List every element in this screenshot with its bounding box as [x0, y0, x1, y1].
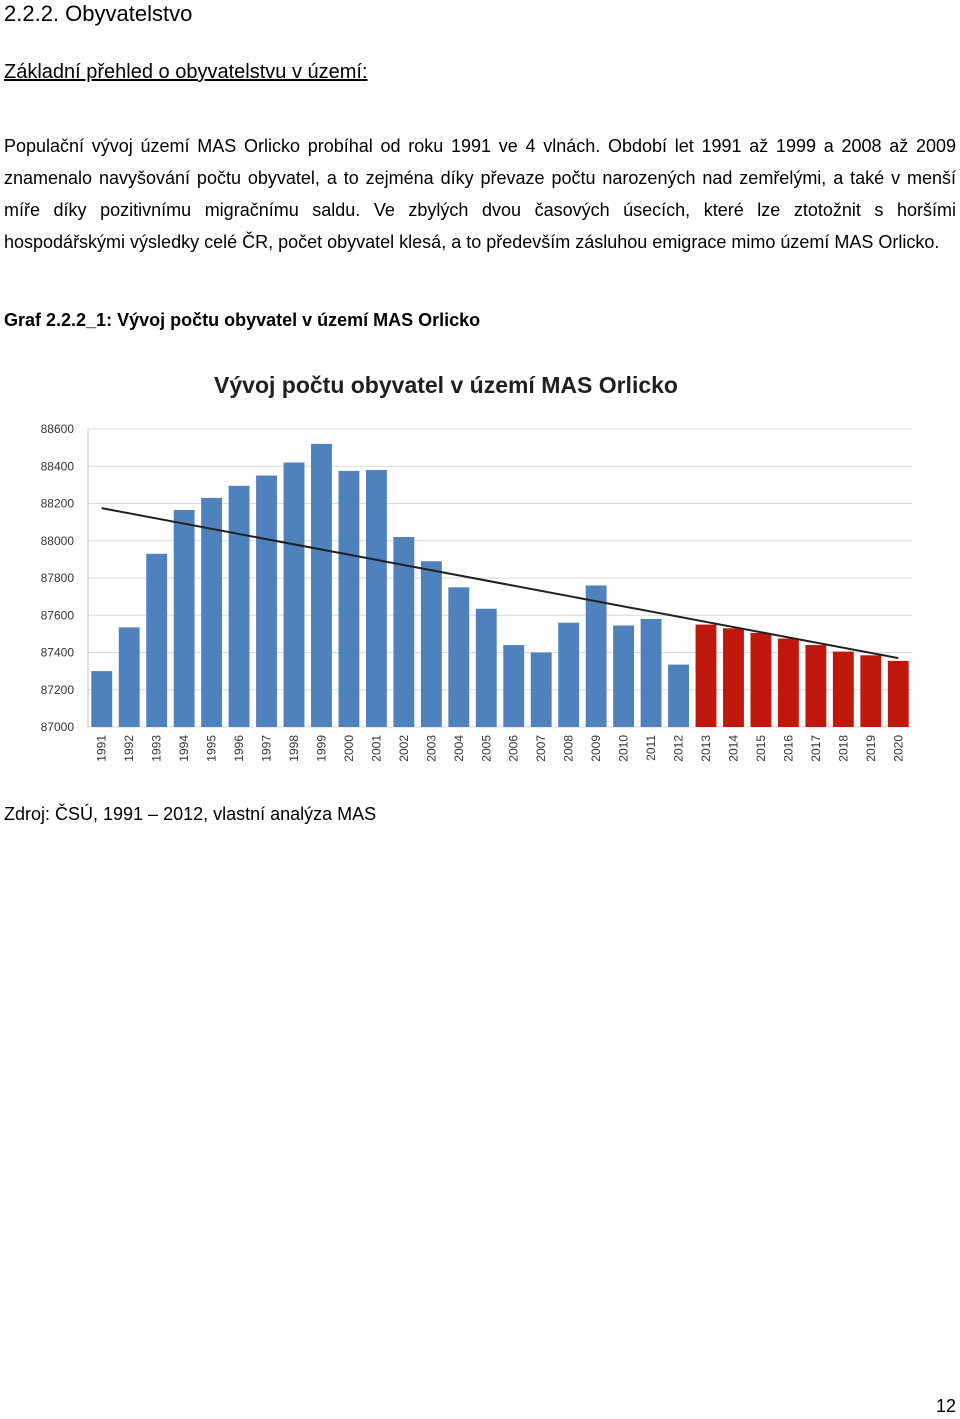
bar-2003: [420, 561, 442, 727]
x-tick-label-2011: 2011: [644, 735, 658, 761]
bar-2011: [640, 618, 662, 727]
bar-1997: [256, 475, 277, 727]
bar-1996: [228, 485, 250, 727]
x-tick-label-2013: 2013: [699, 735, 713, 762]
x-tick-label-1999: 1999: [314, 735, 328, 762]
bar-2018: [832, 651, 854, 727]
bar-2002: [393, 537, 415, 727]
x-tick-label-2018: 2018: [836, 735, 850, 762]
y-tick-label-88600: 88600: [41, 422, 75, 436]
population-chart-svg: Vývoj počtu obyvatel v území MAS Orlicko…: [41, 372, 912, 762]
bar-2006: [503, 645, 525, 727]
x-tick-label-2008: 2008: [562, 735, 576, 762]
bar-2001: [365, 469, 387, 727]
y-tick-label-87800: 87800: [41, 571, 75, 585]
x-tick-label-2004: 2004: [452, 735, 466, 762]
figure-source: Zdroj: ČSÚ, 1991 – 2012, vlastní analýza…: [4, 804, 377, 824]
x-tick-label-2012: 2012: [672, 735, 686, 762]
x-tick-label-2017: 2017: [809, 735, 823, 762]
bar-2004: [448, 587, 470, 727]
trendline: [101, 507, 899, 660]
y-tick-label-87600: 87600: [41, 608, 75, 622]
x-tick-label-1997: 1997: [260, 735, 274, 762]
bar-2005: [475, 608, 497, 727]
x-tick-label-2010: 2010: [617, 735, 631, 762]
section-heading: 2.2.2. Obyvatelstvo: [4, 1, 193, 26]
x-tick-label-2009: 2009: [589, 735, 603, 762]
x-tick-label-2006: 2006: [507, 735, 521, 762]
chart-title: Vývoj počtu obyvatel v území MAS Orlicko: [214, 372, 678, 398]
x-tick-label-2014: 2014: [726, 735, 740, 762]
bar-2012: [668, 664, 689, 727]
bar-1998: [283, 462, 305, 727]
bar-2020: [887, 660, 909, 727]
y-tick-label-87200: 87200: [41, 683, 75, 697]
bar-2000: [338, 470, 360, 727]
population-chart: Vývoj počtu obyvatel v území MAS Orlicko…: [4, 356, 914, 778]
x-tick-label-1994: 1994: [177, 735, 191, 762]
bar-2016: [777, 638, 799, 727]
x-tick-label-2001: 2001: [369, 735, 383, 762]
y-tick-label-88200: 88200: [41, 497, 75, 511]
bar-1993: [146, 553, 168, 727]
bar-2008: [558, 622, 580, 727]
figure-caption: Graf 2.2.2_1: Vývoj počtu obyvatel v úze…: [4, 310, 481, 330]
bar-2009: [585, 585, 607, 727]
x-tick-label-2015: 2015: [754, 735, 768, 762]
y-tick-label-87000: 87000: [41, 720, 75, 734]
x-tick-label-2002: 2002: [397, 735, 411, 762]
y-tick-label-87400: 87400: [41, 646, 75, 660]
x-tick-label-1995: 1995: [205, 735, 219, 762]
section-subheading: Základní přehled o obyvatelstvu v území:: [4, 61, 368, 83]
y-tick-label-88000: 88000: [41, 534, 75, 548]
bar-2014: [723, 628, 744, 727]
x-tick-label-2000: 2000: [342, 735, 356, 762]
x-tick-label-2007: 2007: [534, 735, 548, 762]
bar-2017: [805, 645, 827, 727]
body-paragraph: Populační vývoj území MAS Orlicko probíh…: [4, 136, 956, 252]
page-number: 12: [935, 1396, 956, 1416]
x-tick-label-2019: 2019: [864, 735, 878, 762]
x-tick-label-2020: 2020: [891, 735, 905, 762]
bar-1991: [91, 671, 113, 727]
bar-2013: [695, 624, 717, 727]
bar-2019: [860, 655, 882, 727]
y-tick-label-88400: 88400: [41, 459, 75, 473]
bar-1995: [201, 497, 223, 727]
x-tick-label-1998: 1998: [287, 735, 301, 762]
x-tick-label-2005: 2005: [479, 735, 493, 762]
x-tick-label-1991: 1991: [95, 735, 109, 762]
bar-1994: [173, 510, 195, 727]
bar-2010: [613, 625, 635, 727]
bar-1999: [311, 443, 332, 727]
x-tick-label-2016: 2016: [781, 735, 795, 762]
bar-2007: [530, 652, 552, 727]
x-tick-label-1992: 1992: [122, 735, 136, 762]
x-tick-label-2003: 2003: [424, 735, 438, 762]
x-tick-label-1993: 1993: [150, 735, 164, 762]
x-tick-label-1996: 1996: [232, 735, 246, 762]
bar-1992: [118, 627, 140, 727]
bar-2015: [750, 632, 772, 727]
